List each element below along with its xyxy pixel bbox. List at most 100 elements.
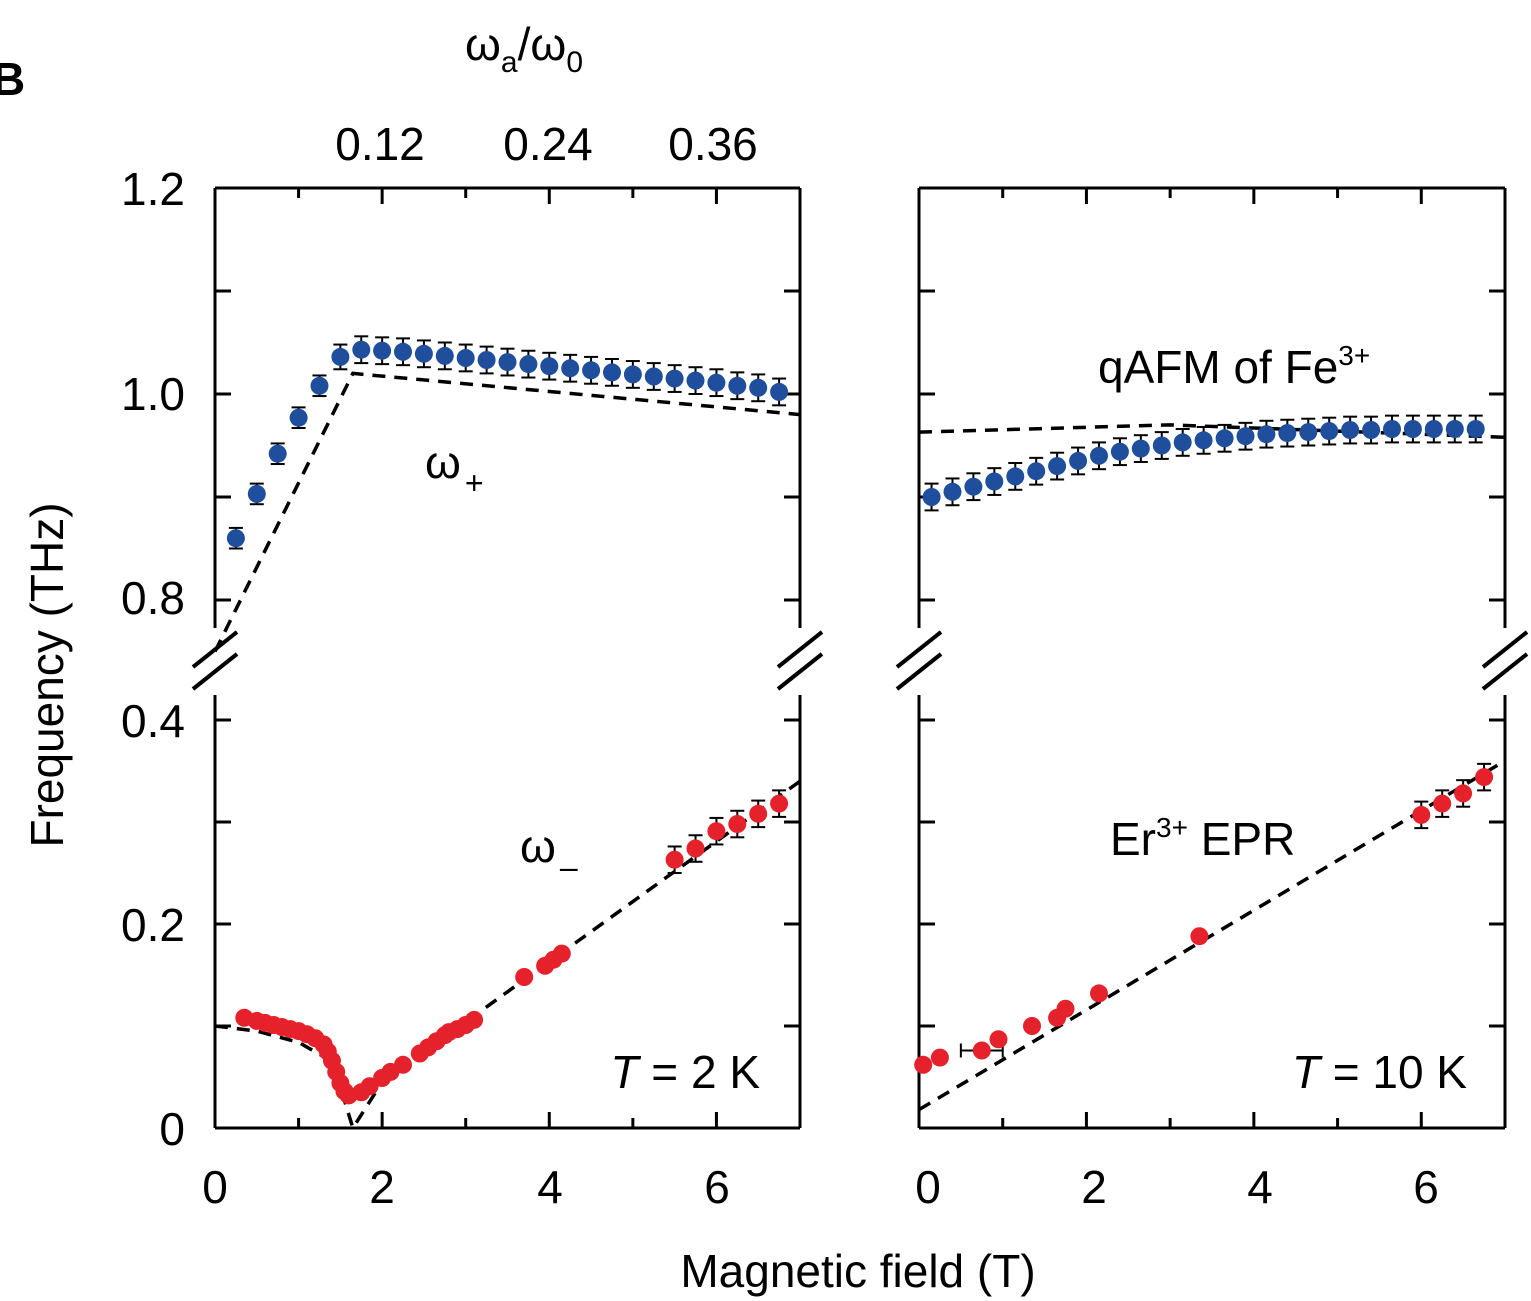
data-point [644, 367, 663, 386]
left-temperature-label: T = 2 K [610, 1046, 760, 1098]
data-point [1445, 420, 1464, 438]
data-point [226, 529, 245, 548]
data-point [914, 1055, 933, 1074]
data-point [1299, 423, 1318, 442]
panel-label: B [0, 53, 25, 105]
data-point [498, 353, 517, 372]
data-point [1173, 433, 1192, 452]
data-point [665, 369, 684, 388]
fit-line [213, 371, 801, 653]
x-tick-label: 2 [369, 1161, 395, 1213]
x-axis-label: Magnetic field (T) [680, 1245, 1035, 1297]
data-point [1023, 1017, 1041, 1035]
y-tick-labels: 1.2 1.0 0.8 0.4 0.2 0 [121, 163, 185, 1155]
data-point [1190, 927, 1209, 946]
left-upper-mode-label: ω + [425, 436, 484, 501]
data-point [707, 373, 726, 392]
data-point [1424, 420, 1443, 438]
data-point [519, 355, 538, 374]
data-point [686, 839, 705, 858]
data-point [552, 944, 571, 963]
data-point [289, 408, 308, 427]
data-point [728, 376, 747, 395]
data-point [561, 359, 580, 378]
data-point [972, 1041, 991, 1060]
x-tick-label: 4 [537, 1161, 563, 1213]
data-point [1215, 429, 1234, 448]
data-point [1090, 446, 1108, 465]
data-point [1320, 422, 1339, 441]
data-point [1056, 999, 1075, 1018]
right-lower-mode-label: Er3+ EPR [1110, 812, 1295, 865]
data-point [1152, 436, 1171, 455]
data-point [373, 341, 392, 360]
fit-line [918, 759, 1506, 1112]
data-point [268, 444, 287, 463]
data-point [1341, 421, 1360, 439]
top-tick-label: 0.24 [503, 118, 593, 170]
point-layer [226, 335, 1494, 1105]
data-point [665, 850, 684, 869]
data-point [1006, 467, 1025, 486]
data-point [1194, 431, 1213, 450]
data-point [1090, 984, 1108, 1003]
data-point [540, 357, 559, 376]
x-tick-label: 6 [704, 1161, 730, 1213]
x-tick-label: 0 [915, 1161, 941, 1213]
data-point [930, 1048, 949, 1067]
top-tick-label: 0.12 [335, 118, 425, 170]
y-tick-label: 0 [159, 1103, 185, 1155]
data-point [1110, 442, 1129, 461]
data-point [686, 371, 705, 390]
data-point [943, 482, 962, 501]
data-point [1403, 420, 1422, 438]
y-tick-label: 1.2 [121, 163, 185, 215]
fit-layer [213, 371, 1506, 1133]
data-point [985, 472, 1004, 491]
data-point [1412, 805, 1431, 824]
data-point [770, 794, 789, 813]
right-axis-break [895, 652, 943, 691]
data-point [603, 363, 621, 382]
data-point [623, 365, 642, 384]
data-point [582, 361, 601, 380]
data-point [749, 378, 768, 397]
data-point [728, 815, 747, 833]
right-upper-mode-label: qAFM of Fe3+ [1098, 340, 1370, 393]
data-point [770, 382, 789, 401]
top-tick-label: 0.36 [668, 118, 758, 170]
data-point [707, 822, 726, 841]
x-tick-label: 0 [202, 1161, 228, 1213]
x-tick-label: 2 [1081, 1161, 1107, 1213]
x-tick-labels: 0 2 4 6 0 2 4 6 [202, 1161, 1439, 1213]
data-point [1362, 421, 1381, 439]
data-point [1433, 794, 1452, 813]
right-temperature-label: T = 10 K [1292, 1046, 1467, 1098]
data-point [1027, 462, 1046, 481]
y-axis-label: Frequency (THz) [21, 502, 73, 847]
data-point [749, 804, 768, 823]
left-axis-break [776, 630, 824, 669]
y-tick-label: 0.8 [121, 572, 185, 624]
y-tick-label: 1.0 [121, 368, 185, 420]
top-axis-title: ωa/ω0 [465, 18, 583, 79]
data-point [394, 342, 412, 361]
right-axis-break [1481, 630, 1529, 669]
data-point [1454, 784, 1473, 803]
data-point [456, 349, 475, 367]
data-point [414, 344, 433, 363]
data-point [465, 1010, 484, 1029]
data-point [1466, 420, 1485, 438]
data-point [1048, 457, 1067, 476]
y-tick-label: 0.2 [121, 899, 185, 951]
data-point [1278, 424, 1297, 443]
data-point [515, 968, 534, 986]
fit-line [214, 779, 802, 1133]
data-point [1475, 768, 1494, 787]
right-axis-break [895, 630, 943, 669]
data-point [247, 484, 266, 503]
right-axis-break [1481, 652, 1529, 691]
left-axis-break [191, 652, 239, 691]
data-point [1131, 439, 1150, 458]
